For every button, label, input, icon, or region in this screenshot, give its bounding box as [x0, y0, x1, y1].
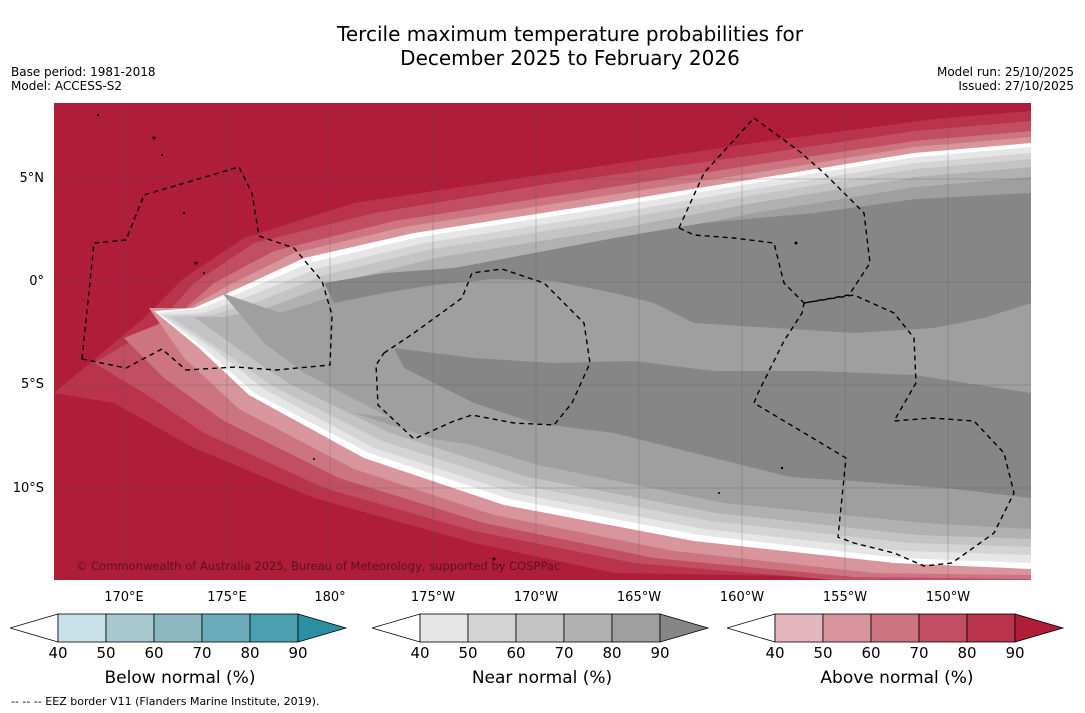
probability-map: © Commonwealth of Australia 2025, Bureau…: [54, 103, 1031, 580]
near-band-80-lower: [354, 413, 1031, 523]
colorbar-segment: [822, 613, 872, 643]
colorbar-segment: [201, 613, 251, 643]
islands: [97, 114, 798, 566]
colorbar-tick-label: 60: [144, 644, 164, 662]
lat-label-10s: 10°S: [12, 481, 44, 496]
colorbar-segment: [774, 613, 824, 643]
lat-label-0: 0°: [29, 274, 44, 289]
colorbar-label-above: Above normal (%): [820, 668, 974, 688]
colorbar-low-triangle: [372, 613, 421, 643]
colorbar-below-normal: [10, 613, 348, 643]
colorbar-tick-label: 80: [957, 644, 977, 662]
lon-label: 155°W: [822, 590, 868, 605]
colorbar-high-triangle: [659, 613, 710, 643]
lat-label-5s: 5°S: [20, 377, 44, 392]
colorbar-segment: [611, 613, 661, 643]
lon-label: 170°W: [513, 590, 559, 605]
colorbar-segment: [515, 613, 565, 643]
colorbar-tick-label: 90: [650, 644, 670, 662]
colorbar-low-triangle: [10, 613, 59, 643]
colorbar-tick-label: 50: [813, 644, 833, 662]
base-period: Base period: 1981-2018: [11, 65, 156, 79]
colorbar-tick-label: 80: [602, 644, 622, 662]
lon-label: 170°E: [104, 590, 144, 605]
lon-label: 175°E: [207, 590, 247, 605]
chart-title: Tercile maximum temperature probabilitie…: [0, 22, 1085, 70]
lon-label: 150°W: [925, 590, 971, 605]
title-line-2: December 2025 to February 2026: [400, 46, 740, 70]
colorbar-segment: [153, 613, 203, 643]
colorbar-tick-label: 40: [765, 644, 785, 662]
colorbar-segment: [419, 613, 469, 643]
colorbar-high-triangle: [297, 613, 348, 643]
colorbar-tick-label: 50: [96, 644, 116, 662]
lon-label: 180°: [314, 590, 346, 605]
colorbar-segment: [57, 613, 107, 643]
near-band-90-lower: [394, 348, 1031, 523]
colorbar-tick-label: 90: [288, 644, 308, 662]
colorbar-label-near: Near normal (%): [471, 668, 613, 688]
colorbar-tick-label: 50: [458, 644, 478, 662]
colorbar-segment: [563, 613, 613, 643]
issued-date: Issued: 27/10/2025: [958, 79, 1074, 93]
colorbar-segment: [966, 613, 1016, 643]
colorbar-tick-label: 40: [410, 644, 430, 662]
colorbar-high-triangle: [1014, 613, 1065, 643]
colorbar-tick-label: 60: [506, 644, 526, 662]
colorbar-label-below: Below normal (%): [104, 668, 256, 688]
colorbar-segment: [105, 613, 155, 643]
near-band-90: [324, 193, 1031, 333]
model-run: Model run: 25/10/2025: [936, 65, 1074, 79]
lon-label: 165°W: [616, 590, 662, 605]
lon-label: 175°W: [410, 590, 456, 605]
eez-footer-note: -- -- -- EEZ border V11 (Flanders Marine…: [11, 695, 320, 708]
meta-right: Model run: 25/10/2025 Issued: 27/10/2025: [937, 65, 1074, 93]
colorbar-segment: [918, 613, 968, 643]
colorbar-tick-label: 60: [861, 644, 881, 662]
title-line-1: Tercile maximum temperature probabilitie…: [337, 22, 803, 46]
map-gridlines: [54, 103, 1031, 580]
copyright-text: © Commonwealth of Australia 2025, Bureau…: [76, 559, 560, 573]
model-name: Model: ACCESS-S2: [11, 79, 123, 93]
eez-borders: [81, 117, 1015, 567]
colorbar-above-normal: [727, 613, 1065, 643]
lat-label-5n: 5°N: [19, 171, 45, 186]
colorbar-low-triangle: [727, 613, 776, 643]
colorbar-tick-label: 70: [554, 644, 574, 662]
colorbar-segment: [870, 613, 920, 643]
colorbar-tick-label: 90: [1005, 644, 1025, 662]
colorbar-tick-label: 70: [192, 644, 212, 662]
colorbar-segment: [249, 613, 299, 643]
colorbar-segment: [467, 613, 517, 643]
colorbar-tick-label: 40: [48, 644, 68, 662]
meta-left: Base period: 1981-2018 Model: ACCESS-S2: [11, 65, 156, 93]
colorbar-near-normal: [372, 613, 710, 643]
lon-label: 160°W: [719, 590, 765, 605]
colorbar-tick-label: 80: [240, 644, 260, 662]
colorbar-tick-label: 70: [909, 644, 929, 662]
